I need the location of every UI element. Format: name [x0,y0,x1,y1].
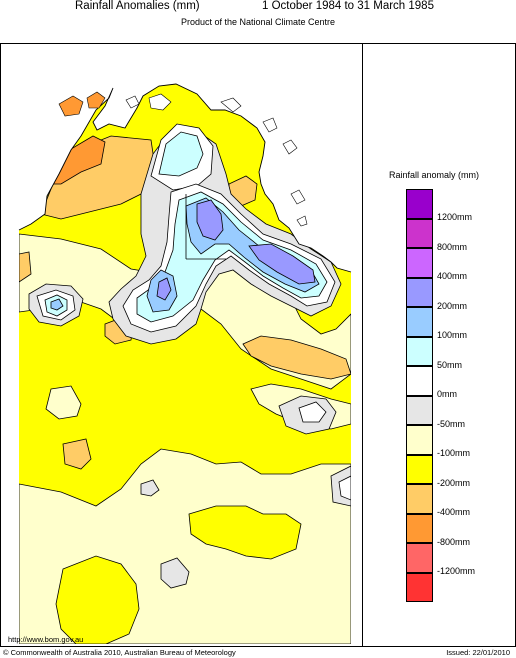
island [58,95,84,117]
legend-swatch [406,336,433,366]
anomaly-band-minus50 [140,479,160,497]
legend-item: 50mm [406,336,516,370]
anomaly-band-200 [156,277,172,301]
anomaly-band-0 [338,475,351,501]
legend-label: 0mm [437,389,457,399]
legend-divider [362,43,363,647]
legend-item: 0mm [406,366,516,399]
island [220,97,242,113]
island [148,93,172,111]
anomaly-band-minus200 [188,505,302,560]
island [296,215,308,227]
legend-swatch [406,277,433,307]
anomaly-band-200 [196,199,224,241]
legend-item: 800mm [406,218,516,252]
issued-date: Issued: 22/01/2010 [446,648,510,657]
legend-item: -400mm [406,484,516,517]
coastline [18,83,352,273]
anomaly-band-minus400 [19,251,32,283]
legend-title: Rainfall anomaly (mm) [389,170,480,180]
legend-label: 400mm [437,271,468,281]
legend-item: 100mm [406,307,516,340]
copyright-notice: © Commonwealth of Australia 2010, Austra… [3,648,236,657]
legend-label: 50mm [437,359,463,370]
anomaly-band-minus400 [62,438,92,470]
legend-swatch [406,425,433,455]
legend-item: 1200mm [406,189,516,222]
legend-label: -800mm [437,536,471,547]
legend-label: -400mm [437,507,471,517]
anomaly-band-minus100 [45,385,82,420]
island [125,95,140,109]
legend-item: -50mm [406,395,516,429]
legend-label: 1200mm [437,212,473,222]
anomaly-band-0 [298,401,327,423]
legend-label: -1200mm [437,566,476,576]
legend: 1200mm 800mm 400mm 200mm 100mm 50mm 0mm -50mm -1… [406,189,516,604]
legend-swatch [406,395,433,425]
legend-label: -100mm [437,448,471,458]
anomaly-band-minus200 [55,555,140,644]
island [262,117,278,133]
source-url[interactable]: http://www.bom.gov.au [8,635,84,644]
legend-swatch [406,307,433,337]
anomaly-band-200 [248,243,316,285]
legend-item [406,572,516,604]
legend-swatch [406,572,433,602]
legend-label: 800mm [437,241,468,252]
legend-swatch [406,454,433,484]
island [282,139,298,155]
anomaly-band-50 [158,131,204,177]
legend-item: -100mm [406,425,516,458]
rainfall-map [1,44,362,644]
island [86,91,106,109]
anomaly-band-minus50 [160,557,190,589]
legend-swatch [406,218,433,248]
legend-label: 200mm [437,300,468,311]
legend-item: -1200mm [406,543,516,576]
legend-item: -200mm [406,454,516,488]
legend-swatch [406,248,433,278]
island [290,189,306,205]
map-period: 1 October 1984 to 31 March 1985 [262,0,434,12]
legend-item: 400mm [406,248,516,281]
legend-label: -50mm [437,418,466,429]
legend-swatch [406,513,433,543]
anomaly-band-minus400 [242,335,351,380]
legend-item: 200mm [406,277,516,311]
map-title: Rainfall Anomalies (mm) [75,0,200,12]
legend-swatch [406,484,433,514]
map-subtitle: Product of the National Climate Centre [180,17,336,27]
legend-item: -800mm [406,513,516,547]
legend-label: -200mm [437,477,471,488]
anomaly-band-100 [50,298,64,311]
legend-swatch [406,543,433,573]
legend-label: 100mm [437,330,468,340]
legend-swatch [406,366,433,396]
anomaly-band-minus800 [46,135,106,185]
legend-swatch [406,189,433,219]
